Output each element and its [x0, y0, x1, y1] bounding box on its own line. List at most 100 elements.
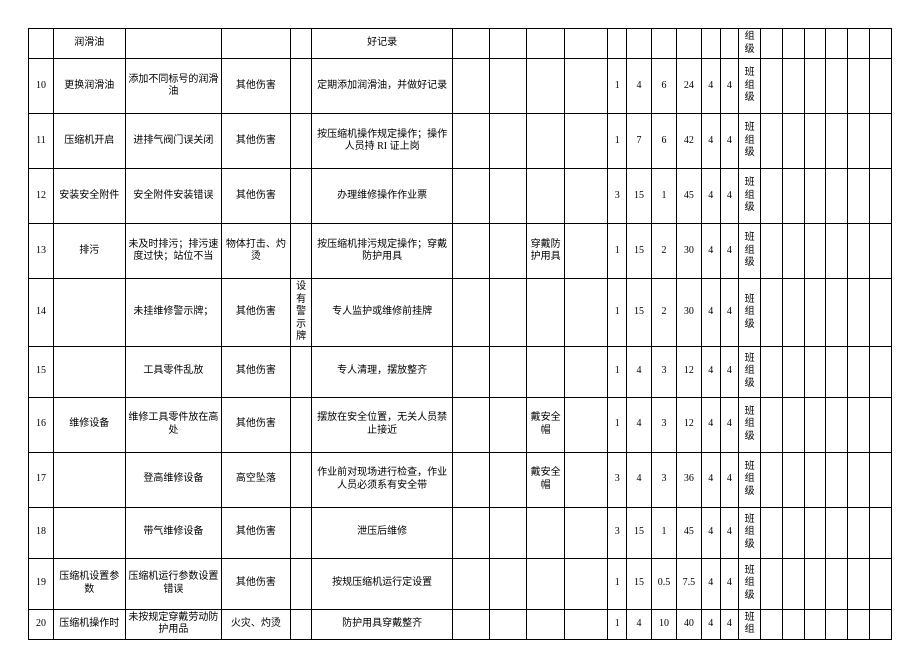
cell-m: 42 — [676, 114, 701, 169]
cell-o: 4 — [720, 169, 739, 224]
table-row: 13排污未及时排污；排污速度过快；站位不当物体打击、灼烫按压缩机排污规定操作；穿… — [29, 224, 892, 279]
cell-l: 1 — [652, 169, 677, 224]
cell-c: 其他伤害 — [222, 114, 291, 169]
cell-l: 6 — [652, 59, 677, 114]
cell-s — [804, 279, 826, 347]
cell-k: 15 — [627, 224, 652, 279]
cell-b — [125, 29, 222, 59]
cell-q — [761, 452, 783, 507]
cell-f — [452, 224, 489, 279]
cell-u — [848, 59, 870, 114]
cell-e: 泄压后维修 — [312, 507, 452, 558]
cell-g — [490, 558, 527, 609]
cell-r — [782, 224, 804, 279]
cell-c: 高空坠落 — [222, 452, 291, 507]
cell-o: 4 — [720, 346, 739, 397]
cell-j: 1 — [608, 279, 627, 347]
cell-t — [826, 558, 848, 609]
cell-a — [53, 279, 125, 347]
cell-o: 4 — [720, 452, 739, 507]
cell-n: 15 — [29, 346, 54, 397]
cell-j: 3 — [608, 507, 627, 558]
cell-k: 15 — [627, 169, 652, 224]
cell-e: 专人清理，摆放整齐 — [312, 346, 452, 397]
cell-l — [652, 29, 677, 59]
cell-r — [782, 558, 804, 609]
cell-nn: 4 — [701, 224, 720, 279]
table-row: 16维修设备维修工具零件放在高处其他伤害摆放在安全位置，无关人员禁止接近戴安全帽… — [29, 397, 892, 452]
cell-p: 班组级 — [739, 59, 761, 114]
cell-u — [848, 114, 870, 169]
cell-nn: 4 — [701, 507, 720, 558]
cell-i — [564, 346, 608, 397]
cell-a: 压缩机操作时 — [53, 609, 125, 639]
cell-f — [452, 279, 489, 347]
cell-v — [870, 279, 892, 347]
cell-r — [782, 346, 804, 397]
cell-v — [870, 169, 892, 224]
cell-p: 班组级 — [739, 169, 761, 224]
cell-k: 4 — [627, 609, 652, 639]
cell-d — [290, 609, 312, 639]
cell-nn: 4 — [701, 397, 720, 452]
cell-b: 工具零件乱放 — [125, 346, 222, 397]
cell-r — [782, 169, 804, 224]
cell-b: 带气维修设备 — [125, 507, 222, 558]
cell-s — [804, 346, 826, 397]
cell-f — [452, 397, 489, 452]
cell-l: 3 — [652, 452, 677, 507]
cell-f — [452, 507, 489, 558]
cell-m: 36 — [676, 452, 701, 507]
cell-e: 按压缩机操作规定操作；操作人员持 RI 证上岗 — [312, 114, 452, 169]
cell-u — [848, 609, 870, 639]
cell-f — [452, 114, 489, 169]
cell-i — [564, 169, 608, 224]
cell-m: 12 — [676, 397, 701, 452]
cell-g — [490, 59, 527, 114]
cell-q — [761, 169, 783, 224]
cell-b: 未按规定穿戴劳动防护用品 — [125, 609, 222, 639]
cell-q — [761, 114, 783, 169]
cell-v — [870, 397, 892, 452]
cell-s — [804, 558, 826, 609]
cell-r — [782, 29, 804, 59]
table-row: 19压缩机设置参数压缩机运行参数设置错误其他伤害按规压缩机运行定设置1150.5… — [29, 558, 892, 609]
cell-l: 3 — [652, 346, 677, 397]
cell-t — [826, 224, 848, 279]
cell-q — [761, 29, 783, 59]
cell-v — [870, 609, 892, 639]
cell-h — [527, 169, 564, 224]
cell-n: 12 — [29, 169, 54, 224]
cell-p: 班组级 — [739, 507, 761, 558]
cell-c: 其他伤害 — [222, 169, 291, 224]
cell-n: 16 — [29, 397, 54, 452]
cell-u — [848, 507, 870, 558]
cell-m: 30 — [676, 224, 701, 279]
cell-e: 作业前对现场进行检查，作业人员必须系有安全带 — [312, 452, 452, 507]
cell-l: 0.5 — [652, 558, 677, 609]
cell-v — [870, 224, 892, 279]
cell-d — [290, 59, 312, 114]
cell-g — [490, 397, 527, 452]
table-row: 14未挂维修警示牌；其他伤害设有警示牌专人监护或维修前挂牌11523044班组级 — [29, 279, 892, 347]
cell-e: 专人监护或维修前挂牌 — [312, 279, 452, 347]
cell-j — [608, 29, 627, 59]
cell-nn: 4 — [701, 609, 720, 639]
cell-s — [804, 29, 826, 59]
cell-v — [870, 29, 892, 59]
cell-nn: 4 — [701, 114, 720, 169]
cell-v — [870, 59, 892, 114]
cell-p: 组级 — [739, 29, 761, 59]
cell-b: 登高维修设备 — [125, 452, 222, 507]
cell-l: 10 — [652, 609, 677, 639]
cell-u — [848, 346, 870, 397]
cell-j: 1 — [608, 397, 627, 452]
cell-r — [782, 609, 804, 639]
cell-r — [782, 397, 804, 452]
cell-o — [720, 29, 739, 59]
cell-t — [826, 114, 848, 169]
cell-e: 防护用具穿戴整齐 — [312, 609, 452, 639]
cell-b: 添加不同标号的润滑油 — [125, 59, 222, 114]
cell-k: 4 — [627, 346, 652, 397]
cell-j: 3 — [608, 169, 627, 224]
